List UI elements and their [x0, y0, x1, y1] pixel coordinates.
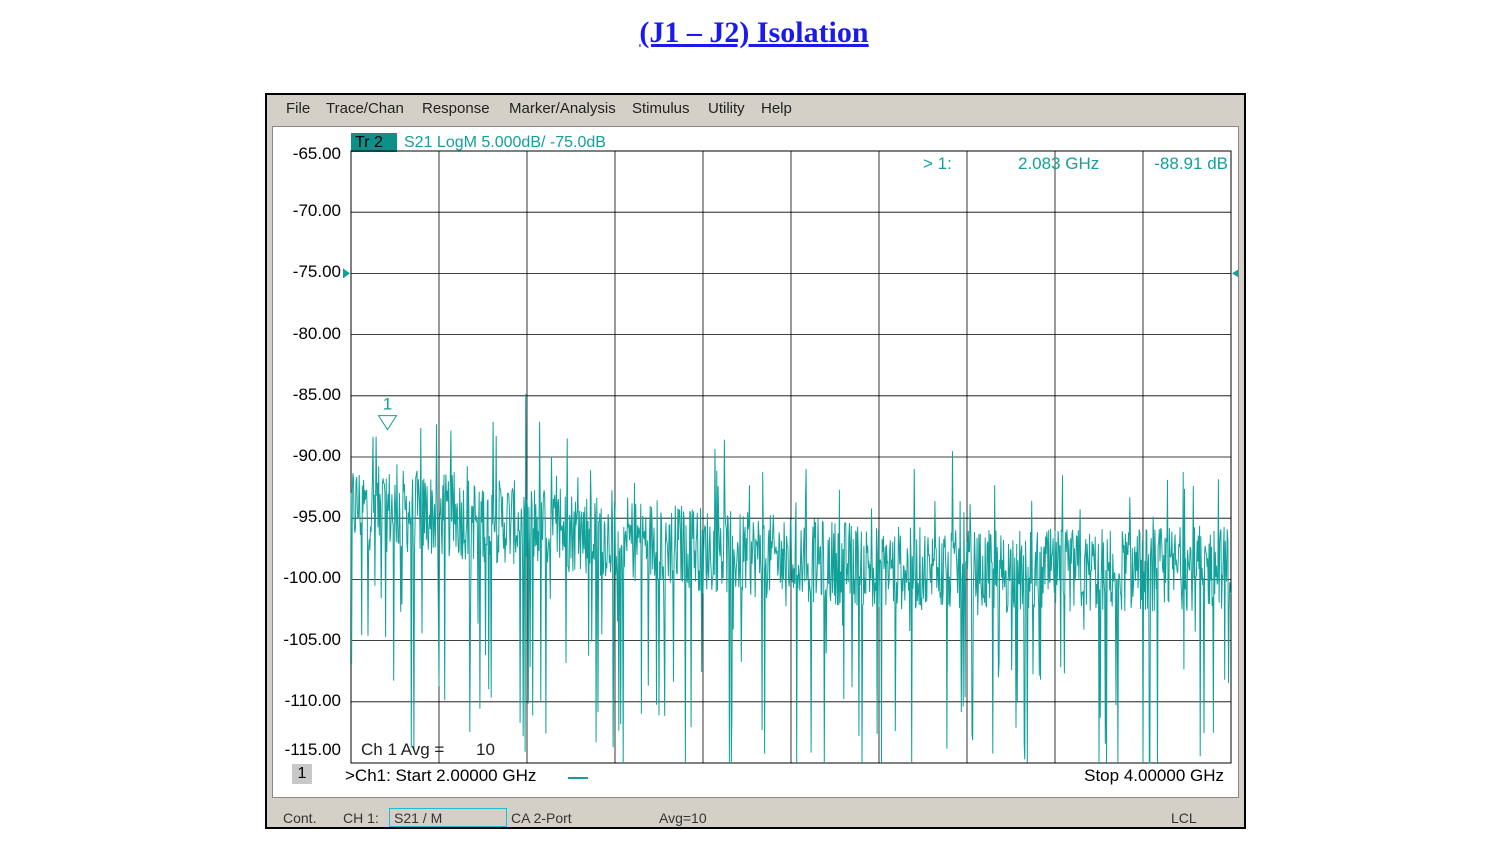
status-bar: Cont. CH 1: S21 / M CA 2-Port Avg=10 LCL	[267, 805, 1244, 829]
page-title: (J1 – J2) Isolation	[639, 16, 869, 49]
trace-tag[interactable]: Tr 2	[351, 133, 397, 152]
y-tick-label: -110.00	[284, 690, 341, 710]
trace-line	[350, 393, 1232, 764]
ref-arrow-left	[343, 268, 350, 279]
y-tick-label: -85.00	[292, 384, 341, 404]
y-tick-label: -90.00	[292, 446, 341, 465]
analyzer-window: File Trace/Chan Response Marker/Analysis…	[265, 93, 1246, 829]
plot-area[interactable]: 1 > 1: 2.083 GHz -88.91 dB Ch 1 Avg = 10	[273, 127, 1238, 797]
menu-trace-chan[interactable]: Trace/Chan	[326, 100, 404, 117]
marker-readout-value: -88.91 dB	[1154, 154, 1228, 173]
marker-triangle	[377, 415, 398, 431]
marker-readout-label: > 1:	[923, 154, 952, 173]
y-tick-label: -105.00	[283, 629, 341, 649]
menu-bar: File Trace/Chan Response Marker/Analysis…	[267, 95, 1244, 121]
start-frequency[interactable]: >Ch1: Start 2.00000 GHz	[345, 766, 537, 785]
marker-1: 1	[377, 395, 398, 431]
status-lcl: LCL	[1171, 810, 1197, 826]
menu-file[interactable]: File	[286, 100, 311, 117]
y-tick-label: -100.00	[283, 568, 341, 588]
menu-help[interactable]: Help	[761, 100, 792, 117]
trace-legend-line	[568, 777, 588, 779]
y-tick-label: -75.00	[292, 262, 341, 282]
marker-number: 1	[383, 395, 392, 414]
menu-utility[interactable]: Utility	[708, 100, 745, 117]
trace-description[interactable]: S21 LogM 5.000dB/ -75.0dB	[404, 134, 606, 151]
y-tick-label: -95.00	[292, 507, 341, 527]
reference-arrows	[343, 268, 1238, 279]
channel-panel: Tr 2 S21 LogM 5.000dB/ -75.0dB -65.00 -70…	[272, 126, 1239, 798]
status-cont: Cont.	[283, 810, 317, 826]
menu-marker-analysis[interactable]: Marker/Analysis	[509, 100, 616, 117]
channel-number[interactable]: 1	[292, 764, 312, 784]
y-tick-label: -80.00	[292, 323, 341, 343]
y-tick-label: -70.00	[292, 201, 341, 221]
ref-arrow-right	[1232, 269, 1238, 278]
status-channel: CH 1:	[343, 810, 379, 826]
avg-value: 10	[476, 740, 495, 759]
y-tick-label: -65.00	[292, 144, 341, 163]
menu-stimulus[interactable]: Stimulus	[632, 100, 690, 117]
grid	[350, 150, 1232, 764]
avg-label: Ch 1 Avg =	[361, 740, 444, 759]
status-measurement[interactable]: S21 / M	[389, 808, 507, 827]
status-calibration: CA 2-Port	[511, 810, 572, 826]
status-averaging: Avg=10	[659, 810, 707, 826]
stop-frequency[interactable]: Stop 4.00000 GHz	[1084, 766, 1224, 785]
menu-response[interactable]: Response	[422, 100, 490, 117]
marker-readout-frequency: 2.083 GHz	[1018, 154, 1099, 173]
y-tick-label: -115.00	[284, 740, 341, 759]
